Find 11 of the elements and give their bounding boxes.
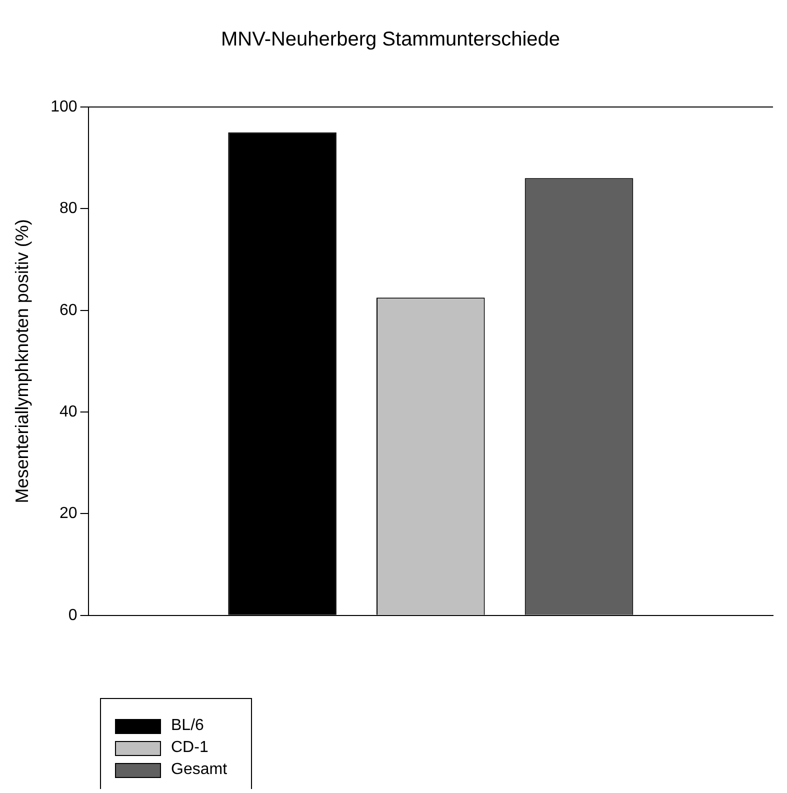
legend-label: BL/6: [171, 717, 204, 735]
legend-label: CD-1: [171, 739, 208, 757]
y-axis-title: Mesenteriallymphknoten positiv (%): [12, 219, 32, 504]
y-tick-label: 0: [68, 606, 78, 624]
y-tick-label: 60: [60, 302, 78, 319]
y-tick-label: 100: [50, 98, 78, 116]
chart-title: MNV-Neuherberg Stammunterschiede: [220, 28, 560, 51]
legend-label: Gesamt: [171, 761, 228, 779]
y-tick-label: 40: [60, 403, 78, 420]
y-tick-label: 20: [60, 505, 78, 522]
y-tick-label: 80: [60, 200, 78, 218]
